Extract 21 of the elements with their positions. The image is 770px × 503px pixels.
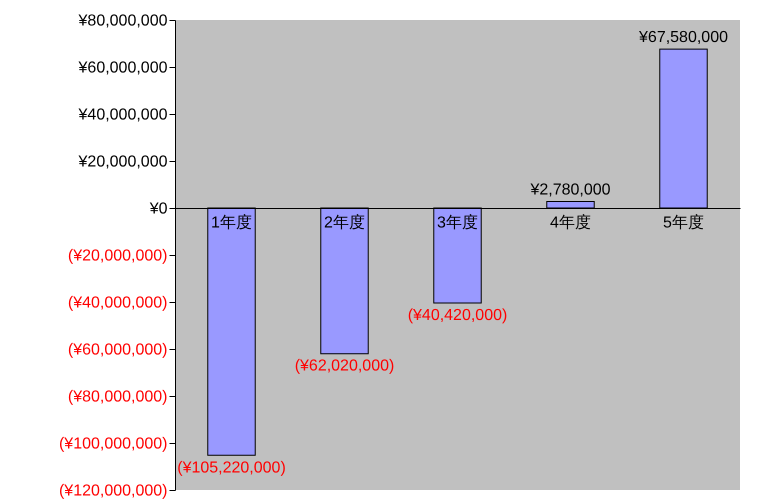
data-label: (¥62,020,000) — [294, 358, 394, 375]
x-tick-label: 5年度 — [663, 214, 704, 232]
y-tick-label: (¥100,000,000) — [58, 436, 168, 452]
data-label: ¥67,580,000 — [638, 29, 728, 46]
y-tick-label: (¥40,000,000) — [68, 294, 168, 312]
x-tick-label: 2年度 — [324, 214, 365, 232]
y-tick-label: ¥80,000,000 — [78, 12, 168, 30]
y-tick-label: (¥20,000,000) — [68, 248, 168, 264]
data-label: ¥2,780,000 — [529, 181, 611, 198]
x-tick-label: 3年度 — [437, 214, 478, 232]
x-tick-label: 1年度 — [211, 214, 252, 232]
data-label: (¥105,220,000) — [177, 459, 286, 476]
y-tick-label: ¥0 — [148, 200, 168, 218]
y-tick-label: ¥20,000,000 — [78, 154, 168, 170]
y-tick-label: ¥60,000,000 — [78, 60, 168, 76]
x-tick-label: 4年度 — [550, 214, 591, 232]
y-tick-label: ¥40,000,000 — [78, 106, 168, 124]
y-tick-label: (¥60,000,000) — [68, 342, 168, 358]
y-tick-label: (¥120,000,000) — [58, 482, 168, 500]
data-label: (¥40,420,000) — [408, 306, 508, 324]
y-tick-label: (¥80,000,000) — [68, 388, 168, 406]
